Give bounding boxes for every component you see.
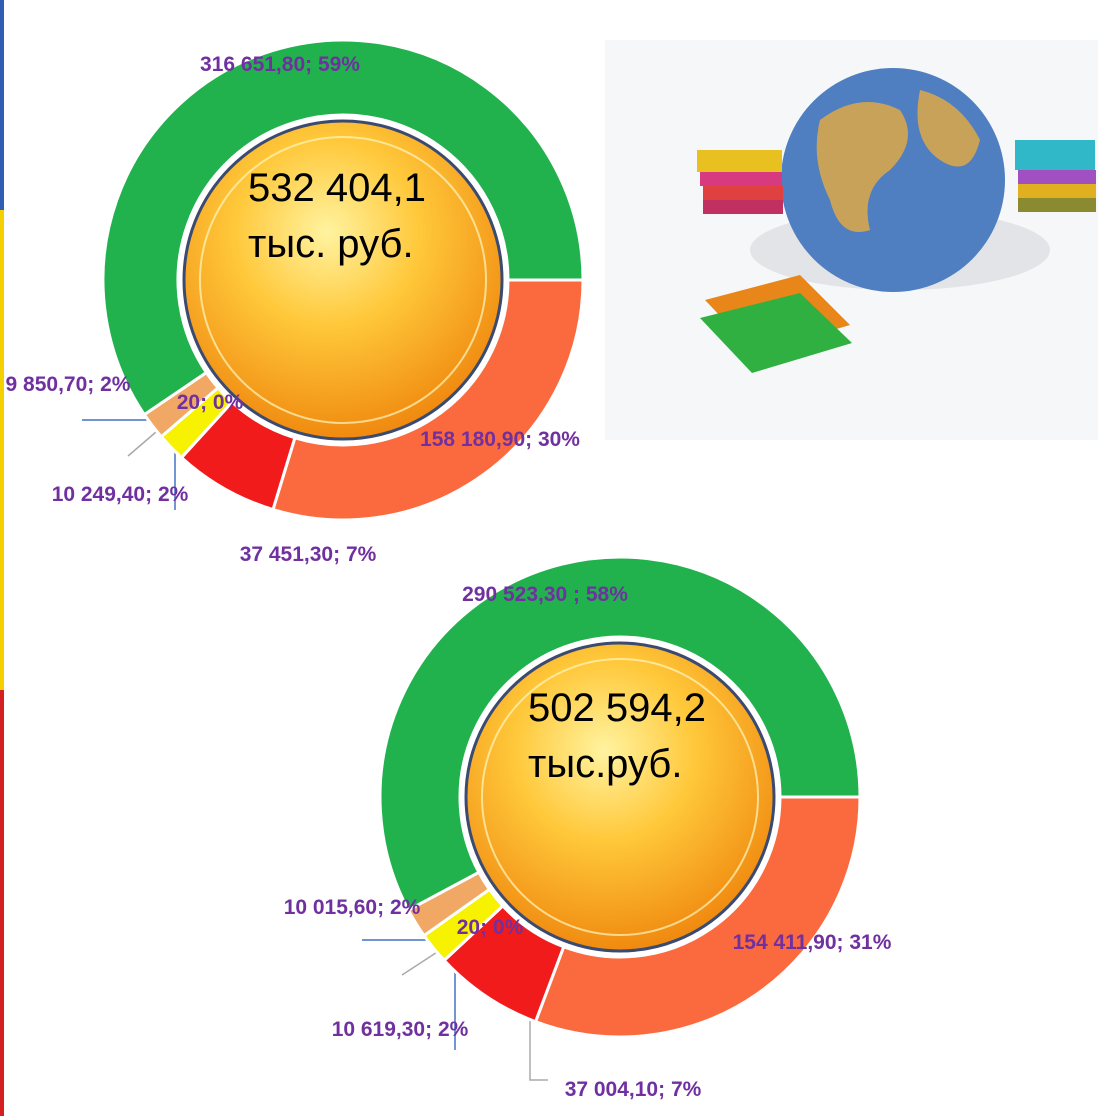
center-ball [464, 641, 776, 953]
center-ball [182, 119, 504, 441]
data-label: 158 180,90; 30% [420, 428, 580, 451]
center-text: 502 594,2 тыс.руб. [528, 686, 706, 786]
data-label: 290 523,30 ; 58% [462, 583, 628, 606]
data-label: 316 651,80; 59% [200, 53, 360, 76]
donut-slice [101, 38, 585, 417]
data-label: 10 249,40; 2% [51, 483, 189, 506]
globe-picture [605, 40, 1098, 440]
donut-slice [378, 555, 862, 913]
data-label: 10 015,60; 2% [283, 896, 421, 919]
data-label: 20; 0% [176, 391, 244, 414]
center-text: 532 404,1 тыс. руб. [248, 166, 426, 266]
data-label: 10 619,30; 2% [331, 1018, 469, 1041]
center-ring [199, 136, 487, 424]
donut-slice [271, 278, 585, 522]
stripe [0, 0, 4, 210]
data-label: 37 004,10; 7% [564, 1078, 702, 1101]
donut-slice [533, 795, 862, 1039]
center-ring [481, 658, 759, 936]
data-label: 9 850,70; 2% [5, 373, 131, 396]
data-label: 20; 0% [456, 916, 524, 939]
data-label: 37 451,30; 7% [239, 543, 377, 566]
stripe [0, 690, 4, 1116]
data-label: 154 411,90; 31% [732, 931, 892, 954]
stripe [0, 210, 4, 690]
